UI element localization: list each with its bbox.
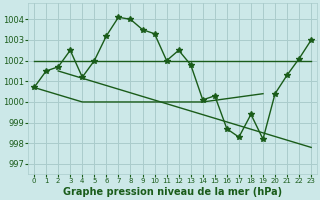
X-axis label: Graphe pression niveau de la mer (hPa): Graphe pression niveau de la mer (hPa)	[63, 187, 282, 197]
